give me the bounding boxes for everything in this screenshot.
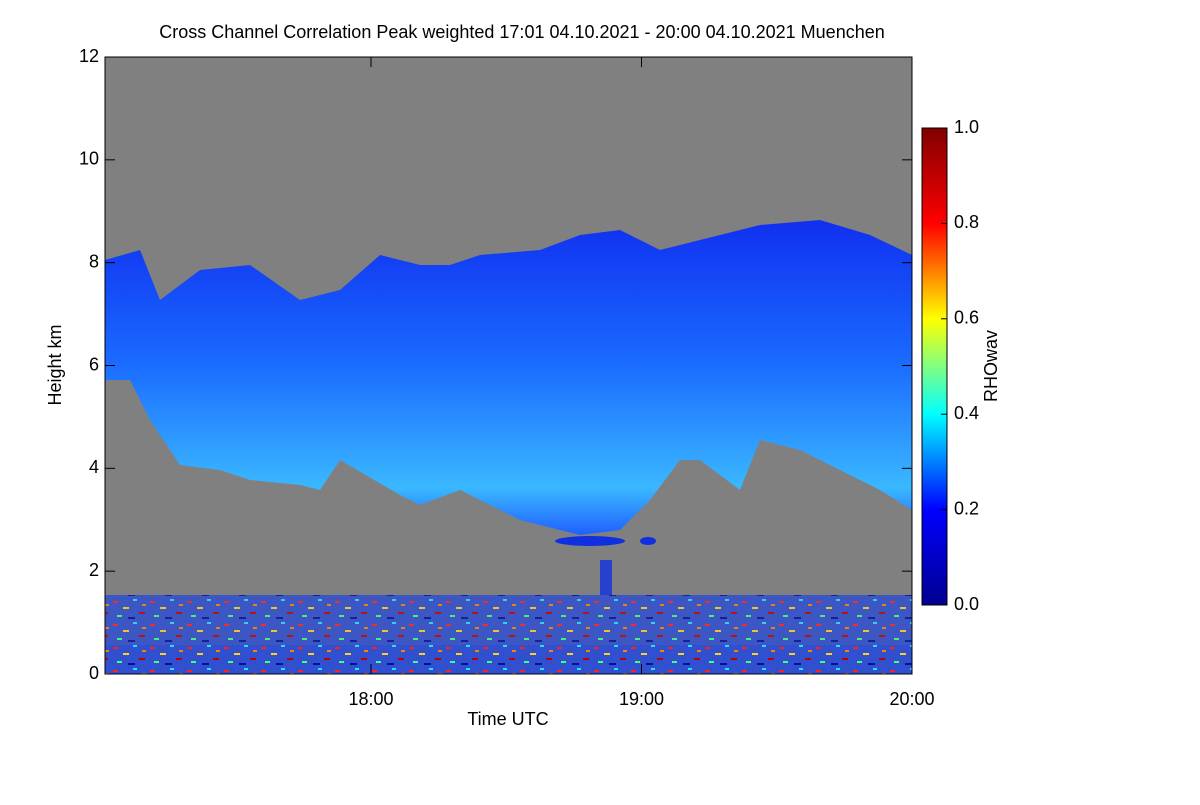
y-tick-label: 8 <box>89 251 99 271</box>
colorbar-tick-label: 0.2 <box>954 498 979 518</box>
noise-band <box>105 645 912 674</box>
y-tick-label: 12 <box>79 46 99 66</box>
cloud-signal <box>600 560 612 595</box>
colorbar-tick-label: 0.6 <box>954 308 979 328</box>
cloud-signal <box>105 220 912 535</box>
cloud-signal <box>640 537 656 545</box>
colorbar-tick-label: 1.0 <box>954 117 979 137</box>
colorbar-label: RHOwav <box>981 330 1001 402</box>
colorbar-tick-label: 0.0 <box>954 594 979 614</box>
y-tick-label: 4 <box>89 457 99 477</box>
cloud-signal <box>555 536 625 546</box>
x-tick-label: 18:00 <box>348 689 393 709</box>
colorbar-tick-label: 0.8 <box>954 212 979 232</box>
chart-title: Cross Channel Correlation Peak weighted … <box>159 22 885 42</box>
colorbar <box>921 127 948 606</box>
x-tick-label: 20:00 <box>889 689 934 709</box>
y-axis-label: Height km <box>45 324 65 405</box>
x-axis-label: Time UTC <box>467 709 548 729</box>
y-tick-label: 2 <box>89 560 99 580</box>
colorbar-tick-label: 0.4 <box>954 403 979 423</box>
y-tick-label: 6 <box>89 354 99 374</box>
x-tick-label: 19:00 <box>619 689 664 709</box>
y-tick-label: 0 <box>89 663 99 683</box>
y-tick-label: 10 <box>79 149 99 169</box>
